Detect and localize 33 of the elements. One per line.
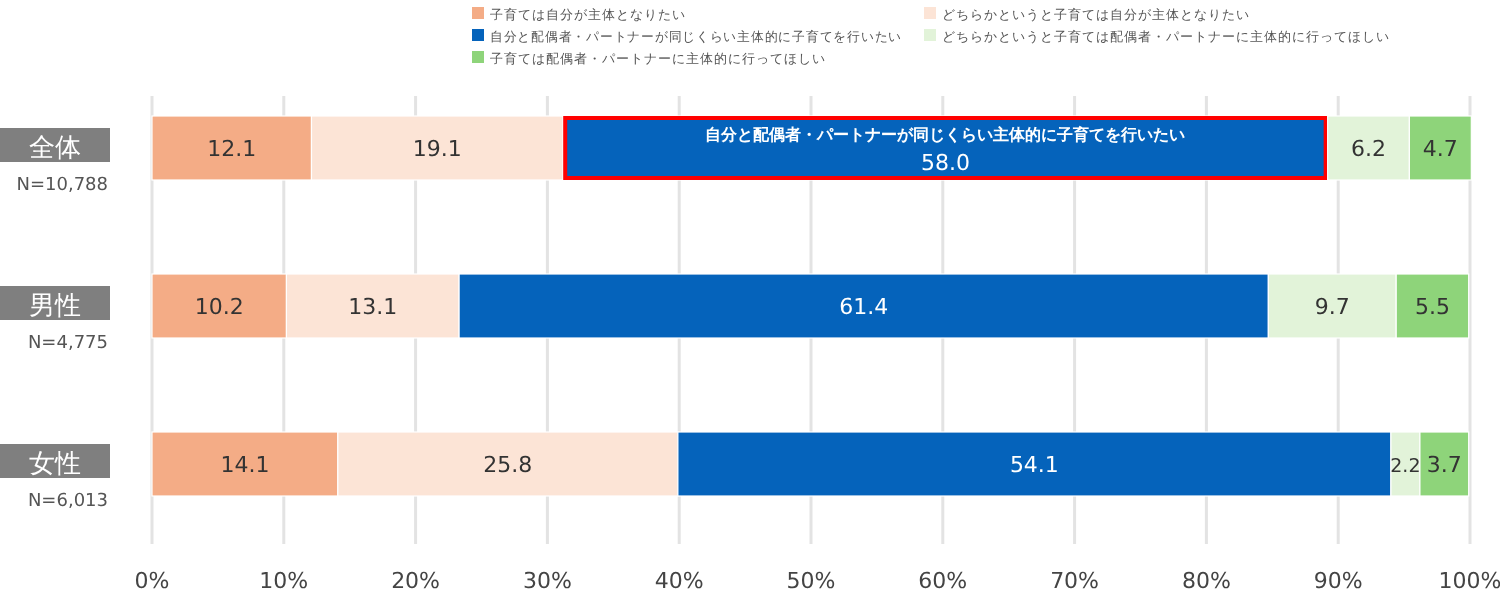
annotation: 自分と配偶者・パートナーが同じくらい主体的に子育てを行いたい	[705, 124, 1186, 144]
y-tick-label: 男性	[29, 292, 81, 322]
data-label: 14.1	[220, 452, 270, 478]
data-label: 25.8	[483, 452, 533, 478]
data-label: 3.7	[1426, 452, 1462, 478]
y-tick-label: 女性	[29, 450, 81, 480]
data-label: 4.7	[1422, 136, 1458, 162]
x-tick-label: 80%	[1181, 568, 1231, 594]
x-tick-label: 60%	[918, 568, 968, 594]
x-tick-label: 40%	[654, 568, 704, 594]
x-tick-label: 0%	[134, 568, 170, 594]
x-tick-label: 70%	[1050, 568, 1100, 594]
data-label: 2.2	[1390, 456, 1421, 478]
text: N=6,013	[27, 492, 108, 512]
data-label: 58.0	[920, 150, 970, 176]
x-tick-label: 20%	[391, 568, 441, 594]
data-label: 61.4	[839, 294, 889, 320]
data-label: 19.1	[412, 136, 462, 162]
y-tick-label: 全体	[29, 134, 81, 164]
x-tick-label: 30%	[522, 568, 572, 594]
data-label: 10.2	[194, 294, 244, 320]
x-tick-label: 10%	[259, 568, 309, 594]
data-label: 13.1	[348, 294, 398, 320]
data-label: 9.7	[1314, 294, 1350, 320]
text: N=10,788	[16, 176, 109, 196]
x-tick-label: 50%	[786, 568, 836, 594]
text: N=4,775	[27, 334, 108, 354]
x-tick-label: 90%	[1313, 568, 1363, 594]
data-label: 5.5	[1414, 294, 1450, 320]
data-label: 54.1	[1009, 452, 1059, 478]
x-tick-label: 100%	[1438, 568, 1500, 594]
data-label: 6.2	[1351, 136, 1387, 162]
data-label: 12.1	[207, 136, 257, 162]
